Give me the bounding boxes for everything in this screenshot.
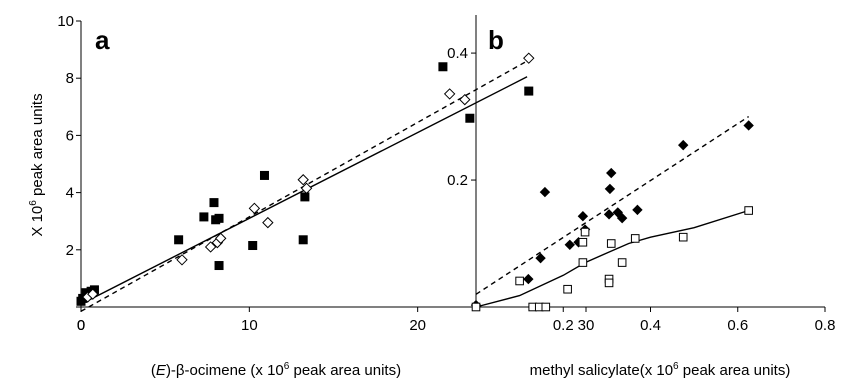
data-point-open-diamond <box>443 88 456 100</box>
data-point-filled-diamond <box>603 209 615 220</box>
panel-a-label: a <box>95 25 110 55</box>
panel-a-points <box>76 52 535 306</box>
data-point-open-diamond <box>262 216 274 229</box>
fit-curve-solid <box>475 209 749 308</box>
data-point-filled-square <box>248 241 258 251</box>
data-point-open-square <box>617 258 627 267</box>
data-point-filled-diamond <box>606 167 617 179</box>
x-tick-label: 0 <box>77 317 85 334</box>
data-point-filled-square <box>438 62 448 72</box>
panel-a-x-axis-label: (E)-β-ocimene (x 106 peak area units) <box>151 361 401 379</box>
y-tick-label: 10 <box>57 13 74 30</box>
y-tick-label: 0.4 <box>447 45 468 62</box>
data-point-open-square <box>541 302 551 312</box>
data-point-open-diamond <box>459 93 471 106</box>
x-tick-label: 10 <box>241 317 258 334</box>
data-point-filled-square <box>174 235 184 245</box>
data-point-filled-diamond <box>604 183 616 195</box>
data-point-open-diamond <box>248 202 261 215</box>
data-point-open-diamond <box>300 182 313 195</box>
x-tick-label: 0.2 <box>553 317 574 334</box>
x-tick-label: 0.8 <box>815 317 836 334</box>
data-point-open-square <box>580 227 590 237</box>
panel-b-x-axis-label: methyl salicylate(x 106 peak area units) <box>530 361 791 379</box>
panel-b-points <box>470 120 754 312</box>
data-point-filled-diamond <box>573 237 584 248</box>
data-point-filled-square <box>89 285 99 295</box>
y-tick-label: 2 <box>66 242 74 259</box>
data-point-filled-diamond <box>678 139 689 151</box>
data-point-filled-diamond <box>539 186 551 198</box>
data-point-filled-diamond <box>743 120 754 131</box>
panel-b: b 0.2 0.4 0.6 0.8 0.2 0.4 methyl salicylate(x… <box>447 15 835 379</box>
data-point-open-square <box>606 239 616 248</box>
data-point-open-diamond <box>523 52 535 64</box>
y-tick-label: 0.2 <box>447 172 468 189</box>
x-tick-label: 20 <box>409 317 426 334</box>
data-point-filled-square <box>465 113 475 123</box>
data-point-filled-square <box>78 293 88 303</box>
data-point-filled-square <box>209 198 219 208</box>
data-point-open-diamond <box>204 241 217 253</box>
y-tick-label: 6 <box>66 127 74 144</box>
panel-a-y-axis-label: X 106 peak area units <box>28 93 46 236</box>
data-point-open-square <box>578 237 588 247</box>
panel-b-axes <box>471 15 826 312</box>
data-point-open-square <box>563 284 572 294</box>
panel-b-label: b <box>488 25 504 55</box>
data-point-filled-square <box>199 212 209 222</box>
data-point-filled-square <box>214 261 224 271</box>
data-point-filled-diamond <box>632 204 643 216</box>
data-point-filled-square <box>298 235 308 245</box>
data-point-filled-square <box>259 170 269 180</box>
data-point-filled-diamond <box>564 239 575 250</box>
data-point-open-square <box>630 234 640 243</box>
data-point-filled-square <box>81 288 91 298</box>
data-point-filled-square <box>214 213 224 223</box>
data-point-filled-diamond <box>616 212 628 224</box>
y-tick-label: 8 <box>66 70 74 87</box>
data-point-open-diamond <box>297 174 309 186</box>
panel-b-tick-labels: 0.2 0.4 0.6 0.8 0.2 0.4 <box>447 45 835 334</box>
data-point-open-diamond <box>215 232 227 245</box>
x-tick-label: 0.6 <box>727 317 748 334</box>
data-point-filled-square <box>524 86 534 96</box>
data-point-open-square <box>471 302 481 312</box>
fit-line-dashed <box>475 115 750 295</box>
data-point-open-square <box>515 276 524 286</box>
y-tick-label: 4 <box>66 185 74 202</box>
data-point-filled-diamond <box>523 273 534 285</box>
data-point-open-square <box>604 278 614 288</box>
data-point-filled-diamond <box>535 252 546 264</box>
data-point-open-diamond <box>87 288 99 300</box>
x-tick-label: 0.4 <box>640 317 661 334</box>
data-point-open-diamond <box>176 254 188 266</box>
data-point-open-square <box>678 232 688 242</box>
data-point-open-square <box>578 258 588 267</box>
x-tick-label: 30 <box>578 317 595 334</box>
data-point-open-square <box>744 206 753 215</box>
x-tick-label: 0 <box>77 317 85 334</box>
data-point-filled-square <box>300 192 310 202</box>
data-point-filled-diamond <box>577 211 589 222</box>
panel-b-fit-lines <box>475 115 750 308</box>
